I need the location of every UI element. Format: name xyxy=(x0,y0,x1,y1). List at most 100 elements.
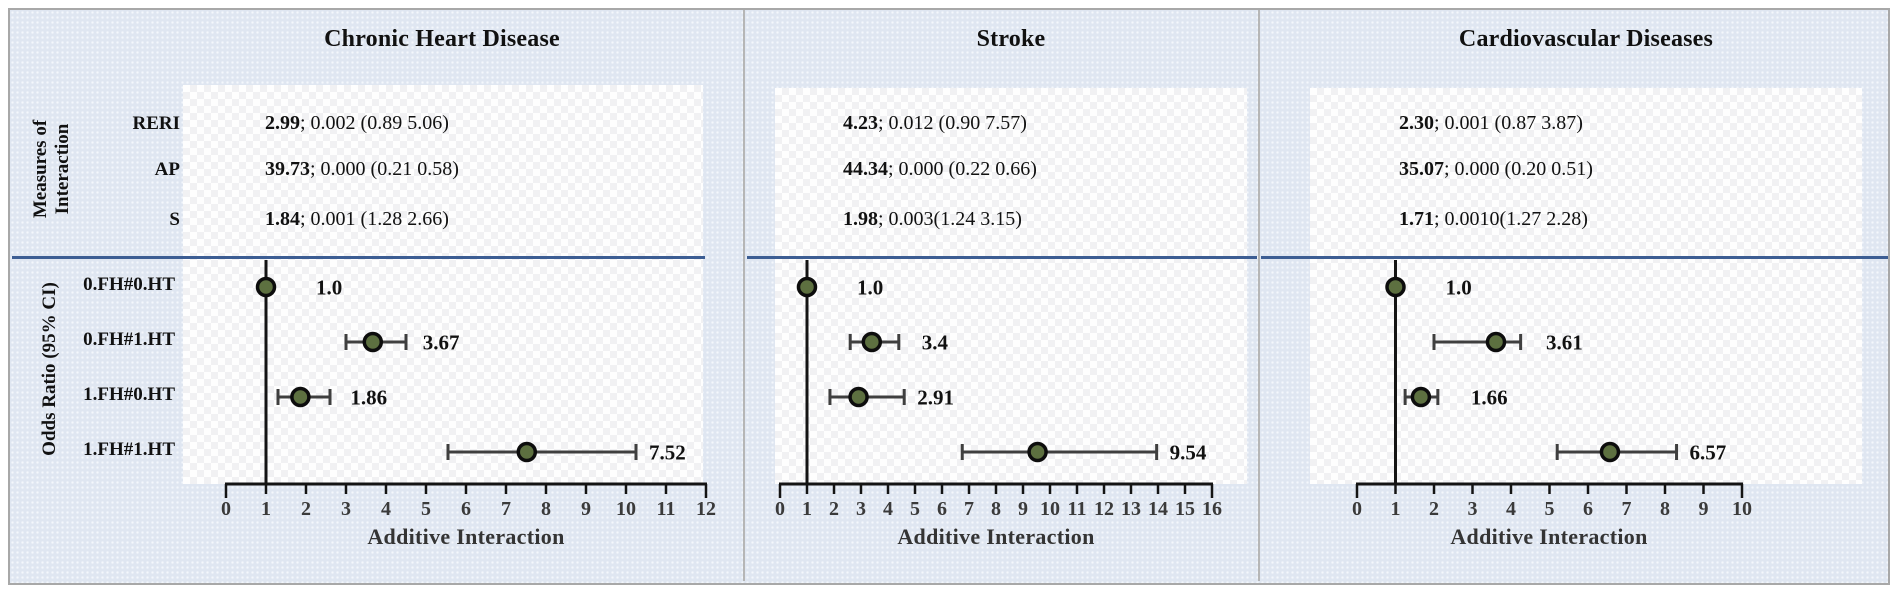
x-axis-tick-label: 3 xyxy=(1468,498,1478,520)
measure-ci: ; 0.001 (1.28 2.66) xyxy=(300,208,449,230)
x-axis-tick-label: 3 xyxy=(341,498,351,520)
odds-ratio-marker xyxy=(1599,441,1621,463)
measure-estimate: 1.84 xyxy=(265,208,300,230)
x-axis-tick-label: 9 xyxy=(581,498,591,520)
measure-ci: ; 0.000 (0.22 0.66) xyxy=(888,158,1037,180)
odds-ratio-value-label: 9.54 xyxy=(1170,441,1207,465)
forest-plot-stroke: 1.03.42.919.540 1 2 3 4 5 6 7 8 9 10 11 12 13 14 15 16 xyxy=(775,260,1222,520)
x-axis-tick-label: 6 xyxy=(937,498,947,520)
measure-ci: ; 0.000 (0.20 0.51) xyxy=(1444,158,1593,180)
odds-ratio-value-label: 1.0 xyxy=(316,276,342,300)
x-axis-tick-label: 7 xyxy=(964,498,974,520)
x-axis-tick-label: 11 xyxy=(1068,498,1087,520)
x-axis-tick-label: 1 xyxy=(802,498,812,520)
odds-ratio-marker xyxy=(290,386,311,408)
x-axis-tick-label: 3 xyxy=(856,498,866,520)
measure-estimate: 2.30 xyxy=(1399,112,1434,134)
panel-chronic-heart-disease: Chronic Heart Disease RERI AP S 2.99; 0.… xyxy=(8,0,745,593)
measure-ci: ; 0.003(1.24 3.15) xyxy=(878,208,1022,230)
odds-ratio-marker xyxy=(1027,441,1048,463)
x-axis-tick-label: 10 xyxy=(1732,498,1752,520)
measure-estimate: 1.71 xyxy=(1399,208,1434,230)
odds-ratio-marker xyxy=(255,276,277,298)
measure-value-s: 1.71; 0.0010(1.27 2.28) xyxy=(1399,208,1588,231)
x-axis-title: Additive Interaction xyxy=(897,524,1095,549)
odds-ratio-value-label: 3.67 xyxy=(423,331,460,355)
x-axis-tick-label: 2 xyxy=(829,498,839,520)
x-axis-tick-label: 12 xyxy=(696,498,716,520)
measure-ci: ; 0.001 (0.87 3.87) xyxy=(1434,112,1583,134)
x-axis-tick-label: 14 xyxy=(1148,498,1168,520)
panel-cardiovascular-diseases: Cardiovascular Diseases 2.30; 0.001 (0.8… xyxy=(1259,0,1892,593)
forest-plot-chd: 1.03.671.867.520 1 2 3 4 5 6 7 8 9 10 11 12 xyxy=(221,260,716,520)
x-axis-tick-label: 4 xyxy=(883,498,893,520)
x-axis-title: Additive Interaction xyxy=(367,524,565,549)
x-axis-tick-label: 5 xyxy=(1545,498,1555,520)
x-axis-tick-label: 7 xyxy=(1622,498,1632,520)
x-axis-tick-label: 10 xyxy=(1040,498,1060,520)
measure-estimate: 2.99 xyxy=(265,112,300,134)
measure-value-reri: 4.23; 0.012 (0.90 7.57) xyxy=(843,112,1027,135)
panel-stroke: Stroke 4.23; 0.012 (0.90 7.57) 44.34; 0.… xyxy=(745,0,1259,593)
row-label-fh0-ht0: 0.FH#0.HT xyxy=(83,274,175,295)
odds-ratio-marker xyxy=(1485,331,1507,353)
measure-value-s: 1.84; 0.001 (1.28 2.66) xyxy=(265,208,449,231)
odds-ratio-marker xyxy=(861,331,883,353)
odds-ratio-marker xyxy=(1385,276,1406,298)
odds-ratio-value-label: 1.86 xyxy=(350,386,387,410)
measures-plot-separator-line xyxy=(12,256,705,259)
x-axis-tick-label: 15 xyxy=(1175,498,1195,520)
x-axis-tick-label: 11 xyxy=(657,498,676,520)
measure-value-reri: 2.99; 0.002 (0.89 5.06) xyxy=(265,112,449,135)
measure-name-s: S xyxy=(169,209,180,230)
x-axis-tick-label: 9 xyxy=(1018,498,1028,520)
x-axis-tick-label: 6 xyxy=(461,498,471,520)
x-axis-tick-label: 8 xyxy=(991,498,1001,520)
odds-ratio-marker xyxy=(796,276,818,298)
panel-title: Stroke xyxy=(976,26,1046,52)
x-axis-tick-label: 10 xyxy=(616,498,636,520)
plot-card xyxy=(183,85,703,484)
odds-ratio-marker xyxy=(362,331,384,353)
x-axis-tick-label: 5 xyxy=(910,498,920,520)
x-axis-tick-label: 8 xyxy=(541,498,551,520)
odds-ratio-marker xyxy=(848,386,869,408)
odds-ratio-value-label: 2.91 xyxy=(917,386,954,410)
row-label-fh1-ht0: 1.FH#0.HT xyxy=(83,384,175,405)
panel-title: Cardiovascular Diseases xyxy=(1458,26,1714,52)
x-axis-tick-label: 1 xyxy=(261,498,271,520)
odds-ratio-value-label: 3.4 xyxy=(922,331,949,355)
measure-estimate: 1.98 xyxy=(843,208,878,230)
x-axis-title: Additive Interaction xyxy=(1450,524,1648,549)
x-axis-tick-label: 8 xyxy=(1660,498,1670,520)
x-axis-tick-label: 16 xyxy=(1202,498,1222,520)
measures-plot-separator-line xyxy=(747,256,1257,259)
measure-estimate: 39.73 xyxy=(265,158,310,180)
measure-name-ap: AP xyxy=(154,159,180,180)
panel-title: Chronic Heart Disease xyxy=(324,26,560,52)
measure-estimate: 35.07 xyxy=(1399,158,1444,180)
x-axis-tick-label: 4 xyxy=(1506,498,1516,520)
odds-ratio-value-label: 6.57 xyxy=(1690,441,1727,465)
measure-value-reri: 2.30; 0.001 (0.87 3.87) xyxy=(1399,112,1583,135)
measure-ci: ; 0.000 (0.21 0.58) xyxy=(310,158,459,180)
odds-ratio-value-label: 7.52 xyxy=(649,441,686,465)
measure-value-ap: 35.07; 0.000 (0.20 0.51) xyxy=(1399,158,1593,181)
row-label-fh1-ht1: 1.FH#1.HT xyxy=(83,439,175,460)
x-axis-tick-label: 9 xyxy=(1699,498,1709,520)
odds-ratio-value-label: 3.61 xyxy=(1546,331,1583,355)
panel-divider xyxy=(1258,10,1260,581)
odds-ratio-marker xyxy=(516,441,538,463)
x-axis-tick-label: 13 xyxy=(1121,498,1141,520)
x-axis-tick-label: 7 xyxy=(501,498,511,520)
x-axis-tick-label: 0 xyxy=(1352,498,1362,520)
x-axis-tick-label: 5 xyxy=(421,498,431,520)
measure-ci: ; 0.012 (0.90 7.57) xyxy=(878,112,1027,134)
odds-ratio-value-label: 1.66 xyxy=(1471,386,1508,410)
x-axis-tick-label: 4 xyxy=(381,498,391,520)
panel-divider xyxy=(743,10,745,581)
plot-card xyxy=(775,88,1247,484)
measure-estimate: 44.34 xyxy=(843,158,888,180)
x-axis-tick-label: 2 xyxy=(301,498,311,520)
measures-plot-separator-line xyxy=(1261,256,1888,259)
